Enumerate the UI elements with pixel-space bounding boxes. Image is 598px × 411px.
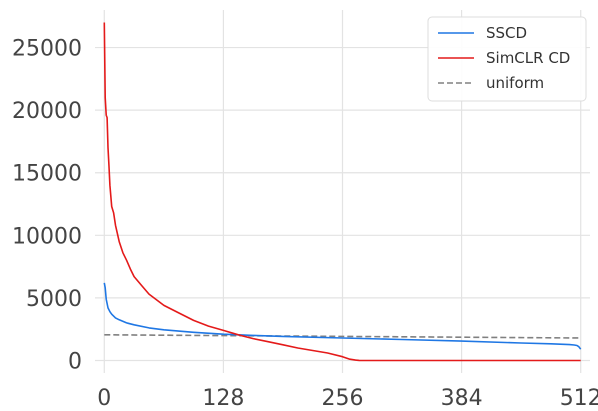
x-axis: 0 128 256 384 512	[97, 386, 598, 411]
x-tick-label: 256	[322, 386, 364, 411]
y-tick-label: 10000	[12, 224, 82, 249]
y-tick-label: 20000	[12, 99, 82, 124]
y-axis: 0 5000 10000 15000 20000 25000	[12, 37, 82, 375]
series-line-simclr-cd	[103, 22, 581, 362]
series-line-uniform	[104, 334, 581, 339]
legend-label: SSCD	[486, 24, 527, 42]
y-tick-label: 25000	[12, 37, 82, 62]
series-line-sscd	[103, 282, 582, 350]
y-tick-label: 0	[68, 349, 82, 374]
legend-label: uniform	[486, 74, 544, 92]
legend-box	[427, 16, 587, 102]
x-tick-label: 384	[441, 386, 483, 411]
x-tick-label: 128	[202, 386, 244, 411]
y-tick-label: 5000	[26, 287, 82, 312]
legend: SSCD SimCLR CD uniform	[427, 16, 587, 102]
plot-lines	[103, 22, 582, 362]
y-tick-label: 15000	[12, 162, 82, 187]
x-tick-label: 0	[97, 386, 111, 411]
legend-label: SimCLR CD	[486, 49, 570, 67]
x-tick-label: 512	[560, 386, 598, 411]
grid	[95, 10, 590, 373]
